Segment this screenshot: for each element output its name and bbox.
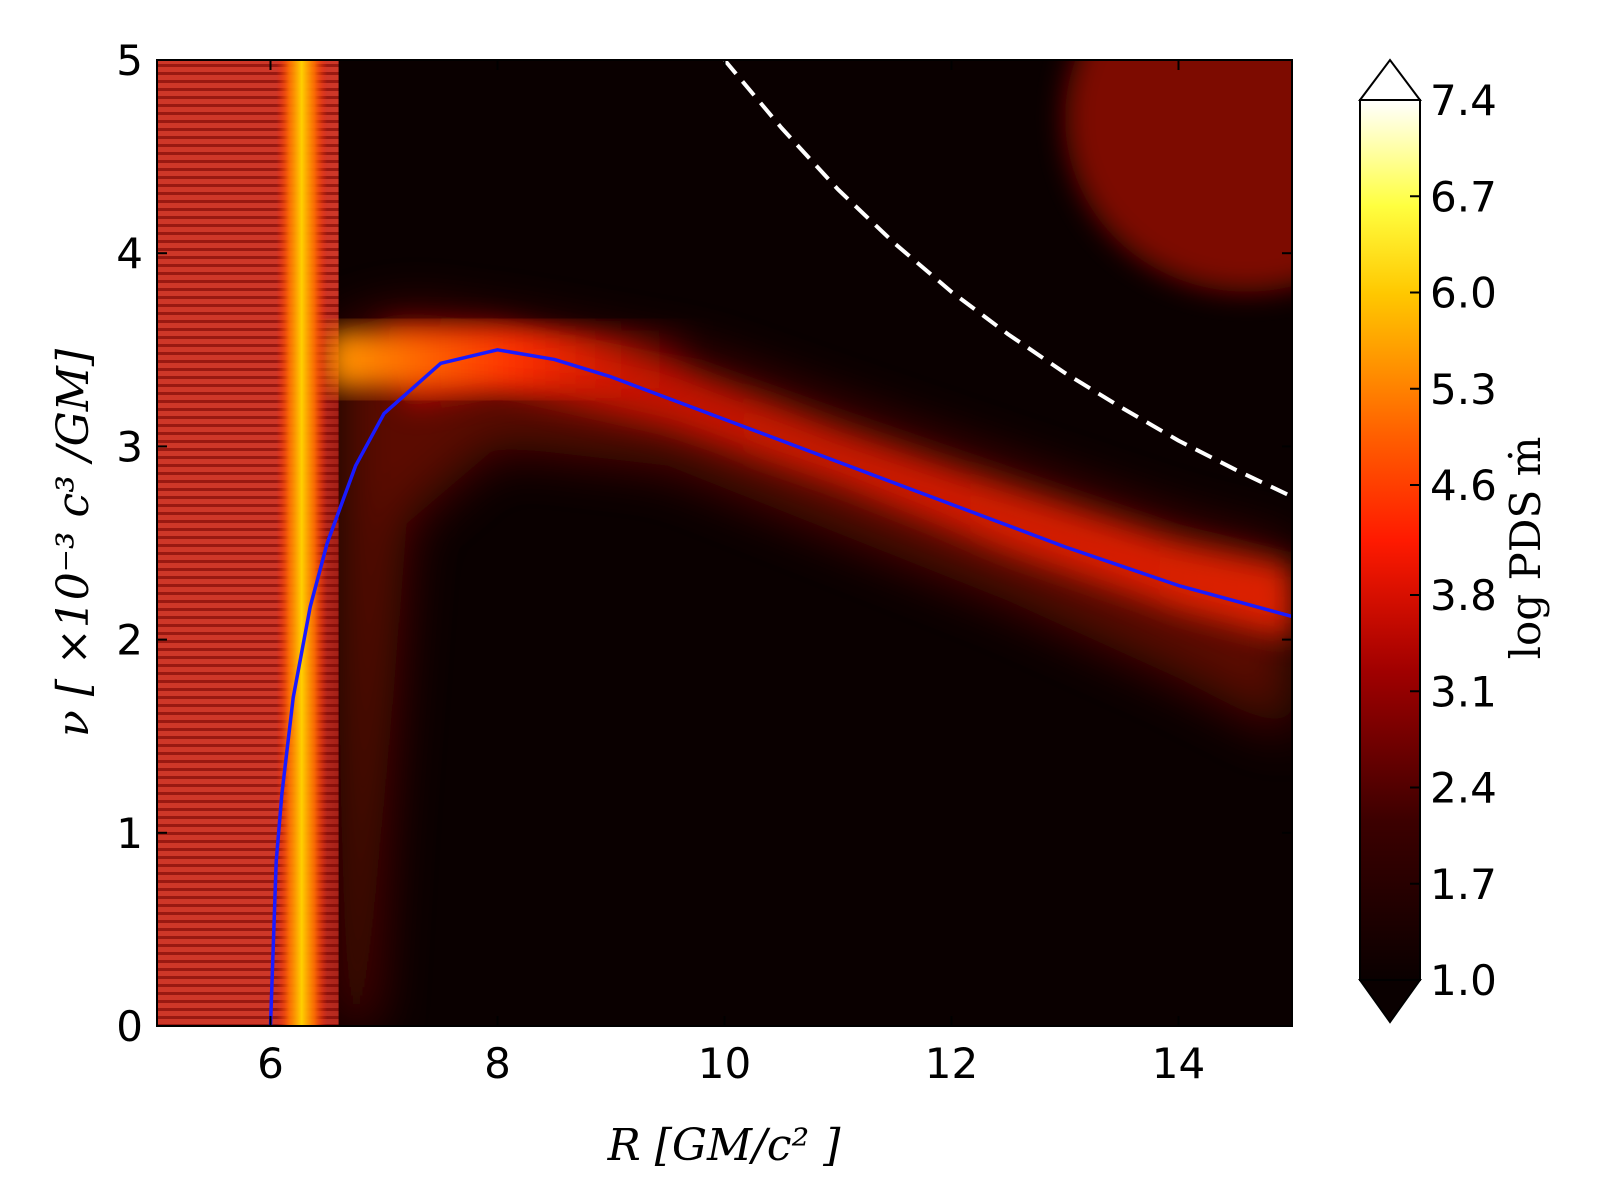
x-axis-label: R [GM/c² ] xyxy=(607,1120,842,1171)
heatmap-intensity-layer xyxy=(157,60,1292,1026)
y-axis: 0 1 2 3 4 5 xyxy=(116,36,1292,1051)
y-tick-label: 5 xyxy=(116,36,143,85)
y-tick-label: 2 xyxy=(116,616,143,665)
x-tick-label: 8 xyxy=(484,1039,511,1088)
y-tick-label: 1 xyxy=(116,809,143,858)
colorbar-tick-label: 2.4 xyxy=(1430,764,1497,813)
horizontal-band xyxy=(327,330,702,389)
colorbar-extend-max xyxy=(1358,58,1422,101)
colorbar-tick-label: 6.7 xyxy=(1430,172,1497,221)
x-axis: 6 8 10 12 14 xyxy=(257,60,1205,1088)
colorbar-gradient xyxy=(1359,99,1421,981)
vertical-band-peak xyxy=(276,60,328,1026)
frequency-curve-line xyxy=(268,348,1292,1026)
y-tick-label: 0 xyxy=(116,1002,143,1051)
colorbar-ticks: 1.0 1.7 2.4 3.1 3.8 4.6 5.3 6.0 6.7 7.4 xyxy=(1410,76,1497,1005)
colorbar-tick-label: 1.7 xyxy=(1430,860,1497,909)
heatmap-plot-area xyxy=(157,60,1292,1026)
x-tick-label: 14 xyxy=(1152,1039,1205,1088)
x-tick-label: 12 xyxy=(925,1039,978,1088)
top-right-patch xyxy=(1065,60,1292,292)
y-tick-label: 3 xyxy=(116,422,143,471)
ridge-core xyxy=(384,326,1292,640)
y-tick-label: 4 xyxy=(116,229,143,278)
dashed-reference-line xyxy=(722,60,1292,499)
colorbar-tick-label: 4.6 xyxy=(1430,461,1497,510)
y-axis-label: ν [ ×10⁻³ c³ /GM] xyxy=(48,348,99,737)
x-tick-label: 10 xyxy=(698,1039,751,1088)
colorbar-tick-label: 3.8 xyxy=(1430,571,1497,620)
colorbar-extend-min xyxy=(1358,979,1422,1024)
colorbar-tick-label: 7.4 xyxy=(1430,76,1497,125)
colorbar-tick-label: 6.0 xyxy=(1430,269,1497,318)
colorbar-tick-label: 3.1 xyxy=(1430,667,1497,716)
colorbar-label: log PDS ṁ xyxy=(1501,437,1550,660)
colorbar-tick-label: 1.0 xyxy=(1430,956,1497,1005)
ridge-glow xyxy=(338,311,1292,1026)
colorbar-tick-label: 5.3 xyxy=(1430,365,1497,414)
x-tick-label: 6 xyxy=(257,1039,284,1088)
colorbar: 1.0 1.7 2.4 3.1 3.8 4.6 5.3 6.0 6.7 7.4 log PDS ṁ xyxy=(1358,58,1550,1024)
curve-layer xyxy=(268,60,1292,1026)
